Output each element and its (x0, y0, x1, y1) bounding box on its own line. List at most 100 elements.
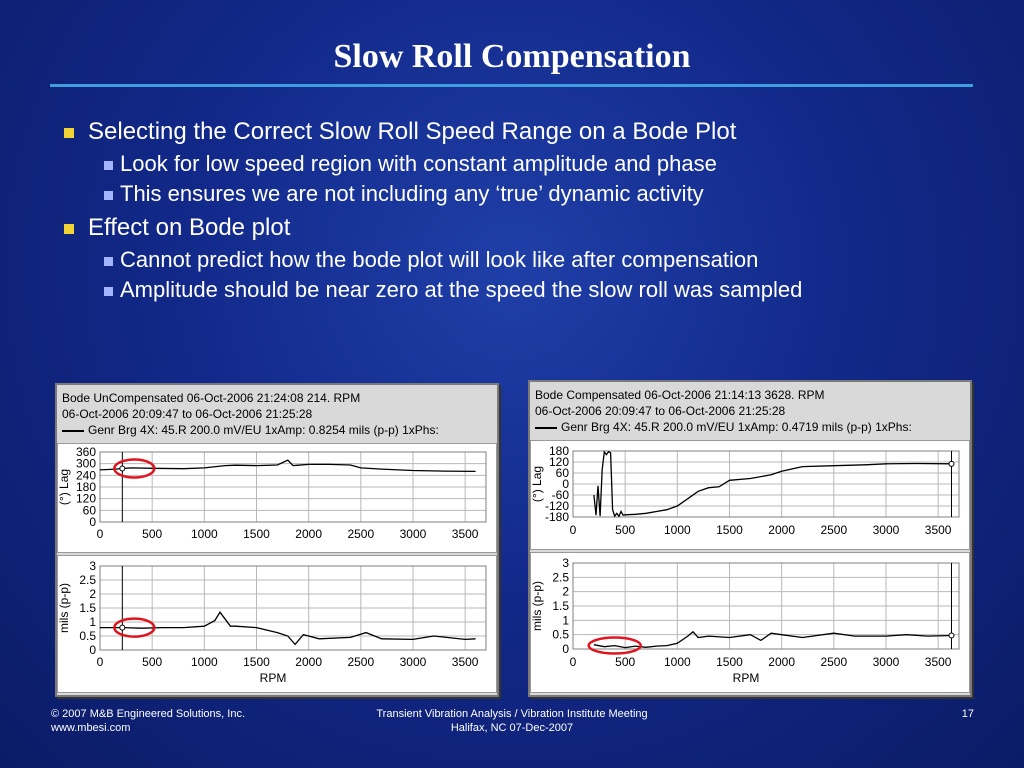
cursor-marker (948, 632, 955, 639)
footer-copyright: © 2007 M&B Engineered Solutions, Inc. (51, 708, 245, 720)
series-line (100, 611, 476, 646)
bullet-level2: Cannot predict how the bode plot will lo… (62, 245, 982, 275)
x-tick-label: 500 (142, 655, 162, 669)
y-axis-label: (°) Lag (531, 466, 544, 502)
plot-frame (572, 450, 960, 518)
panel-header-title: Bode Compensated 06-Oct-2006 21:14:13 36… (535, 388, 825, 402)
highlight-ellipse (113, 458, 156, 479)
y-tick-label: 1 (89, 615, 96, 629)
x-tick-label: 1500 (243, 655, 270, 669)
x-tick-label: 2500 (820, 523, 847, 537)
y-tick-label: 120 (549, 455, 569, 469)
legend-text: Genr Brg 4X: 45.R 200.0 mV/EU 1xAmp: 0.8… (88, 423, 439, 437)
bullet-text: Look for low speed region with constant … (120, 151, 717, 176)
y-tick-label: 0 (562, 477, 569, 491)
plot-frame (99, 565, 487, 651)
x-axis-label: RPM (260, 671, 287, 685)
y-tick-label: 60 (556, 466, 570, 480)
y-tick-label: 0 (89, 643, 96, 657)
phase-plot-area: 0 60 120 180 240 300 360 0 500 1000 1500 2000 2500 30… (57, 443, 497, 553)
x-tick-label: 2000 (768, 523, 795, 537)
x-tick-label: 3500 (925, 655, 952, 669)
y-tick-label: 60 (83, 503, 97, 517)
panel-header-title: Bode UnCompensated 06-Oct-2006 21:24:08 … (62, 391, 361, 405)
plot-frame (572, 562, 960, 650)
amplitude-plot-area: 0 0.5 1 1.5 2 2.5 3 0 500 1000 1500 2000 2500 3000 350… (57, 555, 497, 693)
footer-center: Transient Vibration Analysis / Vibration… (312, 707, 712, 735)
bode-panel-compensated: Bode Compensated 06-Oct-2006 21:14:13 36… (528, 380, 972, 697)
bullet-square-icon (64, 128, 74, 138)
x-tick-label: 1500 (716, 655, 743, 669)
y-tick-label: 3 (562, 556, 569, 570)
x-tick-label: 0 (570, 523, 577, 537)
y-tick-label: -60 (552, 488, 570, 502)
x-tick-label: 2000 (295, 655, 322, 669)
series-line (593, 450, 952, 518)
x-tick-label: 0 (570, 655, 577, 669)
x-tick-label: 3500 (452, 527, 479, 541)
footer-page-number: 17 (961, 708, 974, 720)
footer-left: © 2007 M&B Engineered Solutions, Inc. ww… (51, 707, 245, 735)
y-tick-label: 180 (549, 444, 569, 458)
cursor-marker (119, 465, 126, 472)
bullet-level1: Selecting the Correct Slow Roll Speed Ra… (62, 117, 982, 147)
y-tick-label: 2 (562, 585, 569, 599)
bullet-text: Amplitude should be near zero at the spe… (120, 277, 803, 302)
y-tick-label: 1.5 (552, 599, 569, 613)
amplitude-plot-area: 0 0.5 1 1.5 2 2.5 3 0 500 1000 1500 2000 2500 3000 350… (530, 552, 970, 693)
bode-panel-uncompensated: Bode UnCompensated 06-Oct-2006 21:24:08 … (55, 383, 499, 697)
x-tick-label: 2000 (295, 527, 322, 541)
highlight-ellipse (587, 636, 642, 655)
y-tick-label: 0 (562, 642, 569, 656)
series-line (99, 459, 476, 473)
cursor-marker (119, 624, 126, 631)
x-tick-label: 2500 (347, 527, 374, 541)
y-axis-label: mils (p-p) (531, 581, 544, 631)
bullet-square-icon (104, 191, 113, 200)
legend-line-icon (535, 426, 557, 429)
y-tick-label: 0.5 (552, 628, 569, 642)
slide-title: Slow Roll Compensation (333, 38, 691, 75)
y-tick-label: 180 (76, 480, 96, 494)
y-tick-label: 360 (76, 445, 96, 459)
bullet-text: Selecting the Correct Slow Roll Speed Ra… (88, 118, 737, 145)
y-axis-label: mils (p-p) (58, 583, 71, 633)
bullet-level2: Amplitude should be near zero at the spe… (62, 275, 982, 305)
x-tick-label: 2500 (347, 655, 374, 669)
x-tick-label: 500 (142, 527, 162, 541)
footer-location: Halifax, NC 07-Dec-2007 (450, 722, 574, 734)
highlight-ellipse (113, 617, 156, 638)
y-tick-label: 2.5 (79, 573, 96, 587)
amplitude-chart: 00.511.522.53 0 500 1000 1500 2000 2500 3000 350… (57, 559, 487, 685)
x-tick-label: 1000 (191, 527, 218, 541)
x-tick-label: 1000 (191, 655, 218, 669)
y-tick-label: 300 (76, 457, 96, 471)
bullet-square-icon (104, 161, 113, 170)
y-tick-label: 240 (76, 468, 96, 482)
series-line (593, 630, 952, 649)
plot-frame (99, 451, 487, 523)
y-tick-label: 0.5 (79, 629, 96, 643)
panel-header-range: 06-Oct-2006 20:09:47 to 06-Oct-2006 21:2… (535, 404, 786, 418)
cursor-marker (948, 460, 955, 467)
y-tick-label: -180 (545, 510, 569, 524)
x-tick-label: 3500 (452, 655, 479, 669)
footer-website: www.mbesi.com (51, 722, 131, 734)
bullet-list: Selecting the Correct Slow Roll Speed Ra… (62, 117, 982, 305)
y-axis-label: (°) Lag (58, 469, 71, 505)
x-tick-label: 2000 (768, 655, 795, 669)
x-tick-label: 3000 (873, 655, 900, 669)
legend-line-icon (62, 429, 84, 432)
bullet-level2: Look for low speed region with constant … (62, 149, 982, 179)
y-tick-label: 2.5 (552, 570, 569, 584)
x-tick-label: 500 (615, 523, 635, 537)
x-tick-label: 0 (97, 527, 104, 541)
x-axis-label: RPM (733, 671, 760, 685)
y-tick-label: 120 (76, 492, 96, 506)
x-tick-label: 0 (97, 655, 104, 669)
bullet-square-icon (104, 287, 113, 296)
x-tick-label: 1000 (664, 523, 691, 537)
bullet-text: This ensures we are not including any ‘t… (120, 181, 704, 206)
